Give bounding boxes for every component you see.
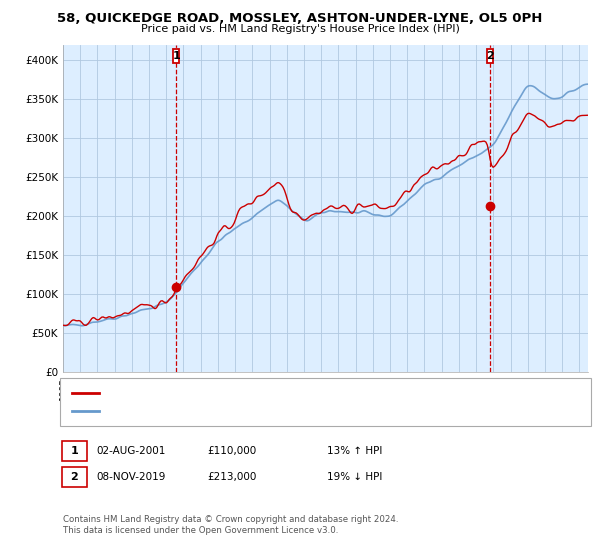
Text: Price paid vs. HM Land Registry's House Price Index (HPI): Price paid vs. HM Land Registry's House … [140, 24, 460, 34]
Text: 58, QUICKEDGE ROAD, MOSSLEY, ASHTON-UNDER-LYNE, OL5 0PH: 58, QUICKEDGE ROAD, MOSSLEY, ASHTON-UNDE… [58, 12, 542, 25]
FancyBboxPatch shape [173, 49, 179, 63]
Text: 08-NOV-2019: 08-NOV-2019 [96, 472, 166, 482]
Text: 1: 1 [71, 446, 78, 456]
Text: 19% ↓ HPI: 19% ↓ HPI [327, 472, 382, 482]
Text: 1: 1 [172, 51, 180, 60]
FancyBboxPatch shape [487, 49, 493, 63]
Text: 02-AUG-2001: 02-AUG-2001 [96, 446, 166, 456]
Text: £110,000: £110,000 [207, 446, 256, 456]
Text: 58, QUICKEDGE ROAD, MOSSLEY, ASHTON-UNDER-LYNE, OL5 0PH (detached house): 58, QUICKEDGE ROAD, MOSSLEY, ASHTON-UNDE… [105, 388, 515, 398]
Text: £213,000: £213,000 [207, 472, 256, 482]
Text: HPI: Average price, detached house, Tameside: HPI: Average price, detached house, Tame… [105, 406, 332, 416]
Text: 2: 2 [487, 51, 494, 60]
Text: 2: 2 [71, 472, 78, 482]
Text: This data is licensed under the Open Government Licence v3.0.: This data is licensed under the Open Gov… [63, 526, 338, 535]
Text: 13% ↑ HPI: 13% ↑ HPI [327, 446, 382, 456]
Text: Contains HM Land Registry data © Crown copyright and database right 2024.: Contains HM Land Registry data © Crown c… [63, 515, 398, 524]
